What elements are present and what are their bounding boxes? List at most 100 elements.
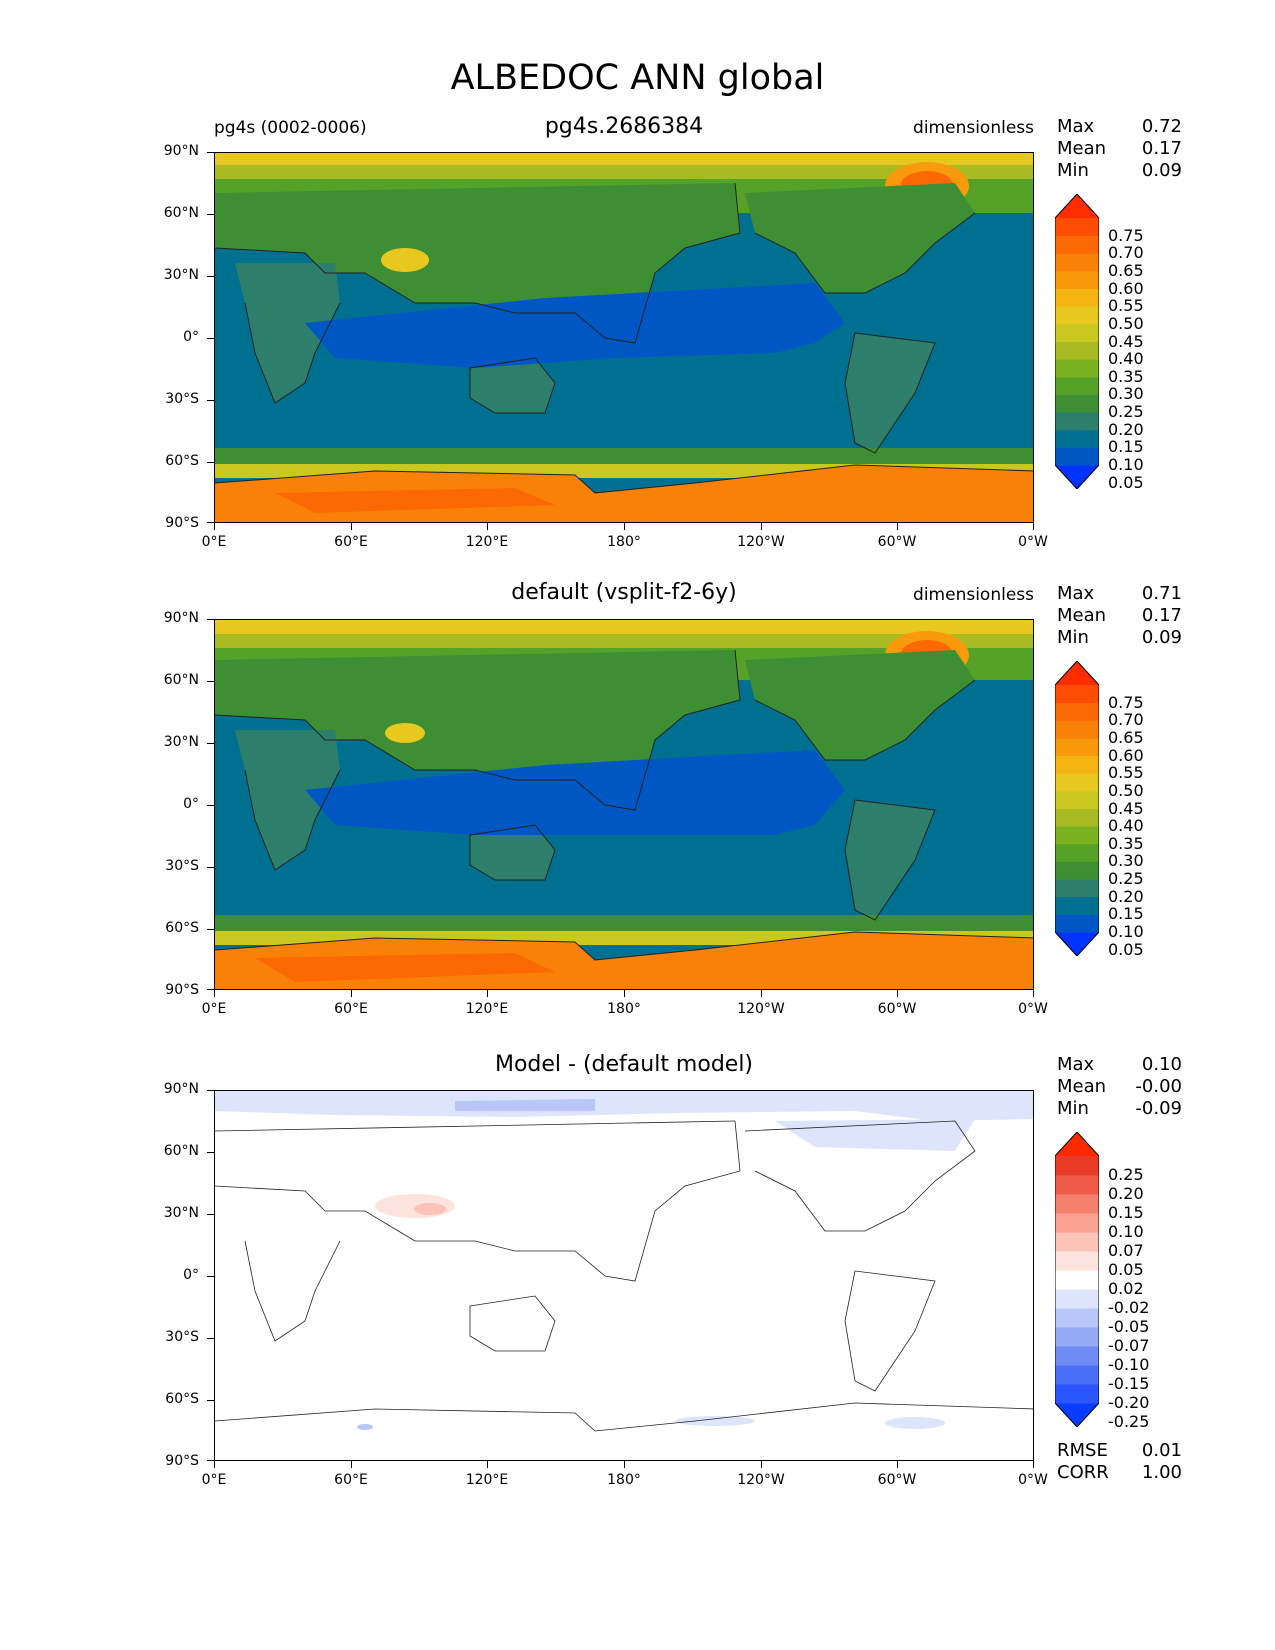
- stat-max-label: Max: [1057, 1054, 1095, 1075]
- y-tick: [207, 743, 214, 744]
- colorbar-band: [1055, 702, 1099, 721]
- colorbar-tick-label: 0.40: [1108, 816, 1144, 836]
- arctic-band: [215, 620, 1033, 634]
- y-tick: [207, 1090, 214, 1091]
- colorbar-band: [1055, 429, 1099, 448]
- y-tick: [207, 1276, 214, 1277]
- x-label-120e: 120°E: [465, 1472, 509, 1488]
- tibet-positive-core: [414, 1203, 446, 1215]
- colorbar-band: [1055, 306, 1099, 325]
- colorbar: [1055, 1132, 1099, 1427]
- colorbar-tick-label: 0.05: [1108, 472, 1144, 492]
- colorbar-band: [1055, 843, 1099, 862]
- x-tick: [761, 523, 762, 530]
- colorbar-extend-high: [1055, 1132, 1099, 1156]
- y-label-60s: 60°S: [165, 920, 199, 936]
- colorbar-band: [1055, 685, 1099, 704]
- x-tick: [897, 523, 898, 530]
- colorbar-tick-label: 0.25: [1108, 869, 1144, 889]
- colorbar-band: [1055, 412, 1099, 431]
- colorbar-tick-label: 0.05: [1108, 939, 1144, 959]
- australia-land: [470, 358, 555, 413]
- colorbar-band: [1055, 896, 1099, 915]
- y-tick: [207, 462, 214, 463]
- colorbar-extend-low: [1055, 465, 1099, 489]
- stat-mean-value: 0.17: [1141, 138, 1182, 159]
- stat-max-label: Max: [1057, 583, 1095, 604]
- x-tick: [1033, 990, 1034, 997]
- x-tick: [487, 523, 488, 530]
- colorbar-tick-label: 0.35: [1108, 833, 1144, 853]
- x-tick: [351, 990, 352, 997]
- y-tick: [207, 1460, 214, 1461]
- y-tick: [207, 805, 214, 806]
- panel-center-title: Model - (default model): [494, 1052, 754, 1077]
- y-label-60s: 60°S: [165, 1391, 199, 1407]
- x-tick: [624, 990, 625, 997]
- colorbar-band: [1055, 341, 1099, 360]
- y-label-30n: 30°N: [163, 1205, 199, 1221]
- colorbar-band: [1055, 1213, 1099, 1233]
- y-label-60n: 60°N: [163, 205, 199, 221]
- coastlines: [215, 649, 1033, 961]
- stat-min-value: 0.09: [1141, 627, 1182, 648]
- colorbar-band: [1055, 447, 1099, 466]
- colorbar-band: [1055, 218, 1099, 237]
- colorbar-band: [1055, 235, 1099, 254]
- stat-min-value: -0.09: [1135, 1098, 1182, 1119]
- x-tick: [1033, 523, 1034, 530]
- y-label-60n: 60°N: [163, 672, 199, 688]
- colorbar-tick-label: 0.15: [1108, 437, 1144, 457]
- colorbar-tick-label: 0.60: [1108, 745, 1144, 765]
- colorbar-band: [1055, 253, 1099, 272]
- y-label-eq: 0°: [183, 1267, 199, 1283]
- colorbar-band: [1055, 1156, 1099, 1176]
- x-label-60w: 60°W: [877, 534, 917, 550]
- colorbar-extend-high: [1055, 661, 1099, 685]
- y-tick: [207, 214, 214, 215]
- colorbar-band: [1055, 808, 1099, 827]
- colorbar-tick-label: 0.45: [1108, 798, 1144, 818]
- colorbar-band: [1055, 1270, 1099, 1290]
- y-tick: [207, 929, 214, 930]
- x-label-120e: 120°E: [465, 1001, 509, 1017]
- colorbar-band: [1055, 737, 1099, 757]
- colorbar-tick-label: 0.30: [1108, 851, 1144, 871]
- y-label-30s: 30°S: [165, 1329, 199, 1345]
- namerica-land: [745, 183, 975, 293]
- map-field-test: [214, 152, 1034, 523]
- colorbar-tick-label: 0.05: [1108, 1260, 1144, 1279]
- colorbar-tick-label: 0.20: [1108, 1184, 1144, 1203]
- colorbar-tick-label: 0.60: [1108, 278, 1144, 298]
- colorbar-tick-label: 0.10: [1108, 922, 1144, 941]
- colorbar: [1055, 661, 1099, 956]
- x-label-180: 180°: [607, 534, 641, 550]
- colorbar-tick-label: -0.02: [1108, 1298, 1150, 1317]
- stat-corr-label: CORR: [1057, 1462, 1109, 1483]
- y-label-eq: 0°: [183, 796, 199, 812]
- colorbar-tick-label: -0.20: [1108, 1393, 1150, 1412]
- panel-center-title: pg4s.2686384: [544, 114, 704, 139]
- colorbar-tick-label: 0.65: [1108, 260, 1144, 280]
- x-label-60e: 60°E: [334, 534, 368, 550]
- colorbar-band: [1055, 1346, 1099, 1366]
- y-tick: [207, 152, 214, 153]
- colorbar-tick-label: 0.50: [1108, 313, 1144, 333]
- colorbar-tick-label: 0.02: [1108, 1279, 1144, 1298]
- arctic-band-2: [215, 634, 1033, 648]
- arctic-band-2: [215, 165, 1033, 179]
- x-tick: [897, 1461, 898, 1468]
- southern-band-1: [215, 448, 1033, 464]
- y-tick: [207, 276, 214, 277]
- y-tick: [207, 1214, 214, 1215]
- colorbar-band: [1055, 755, 1099, 774]
- arctic-band: [215, 153, 1033, 165]
- x-label-60w: 60°W: [877, 1472, 917, 1488]
- colorbar-tick-label: 0.20: [1108, 886, 1144, 906]
- stat-min-label: Min: [1057, 160, 1089, 181]
- colorbar-band: [1055, 323, 1099, 342]
- colorbar-tick-label: -0.15: [1108, 1374, 1150, 1393]
- colorbar-band: [1055, 376, 1099, 395]
- panel-center-title: default (vsplit-f2-6y): [511, 580, 737, 605]
- colorbar-band: [1055, 861, 1099, 880]
